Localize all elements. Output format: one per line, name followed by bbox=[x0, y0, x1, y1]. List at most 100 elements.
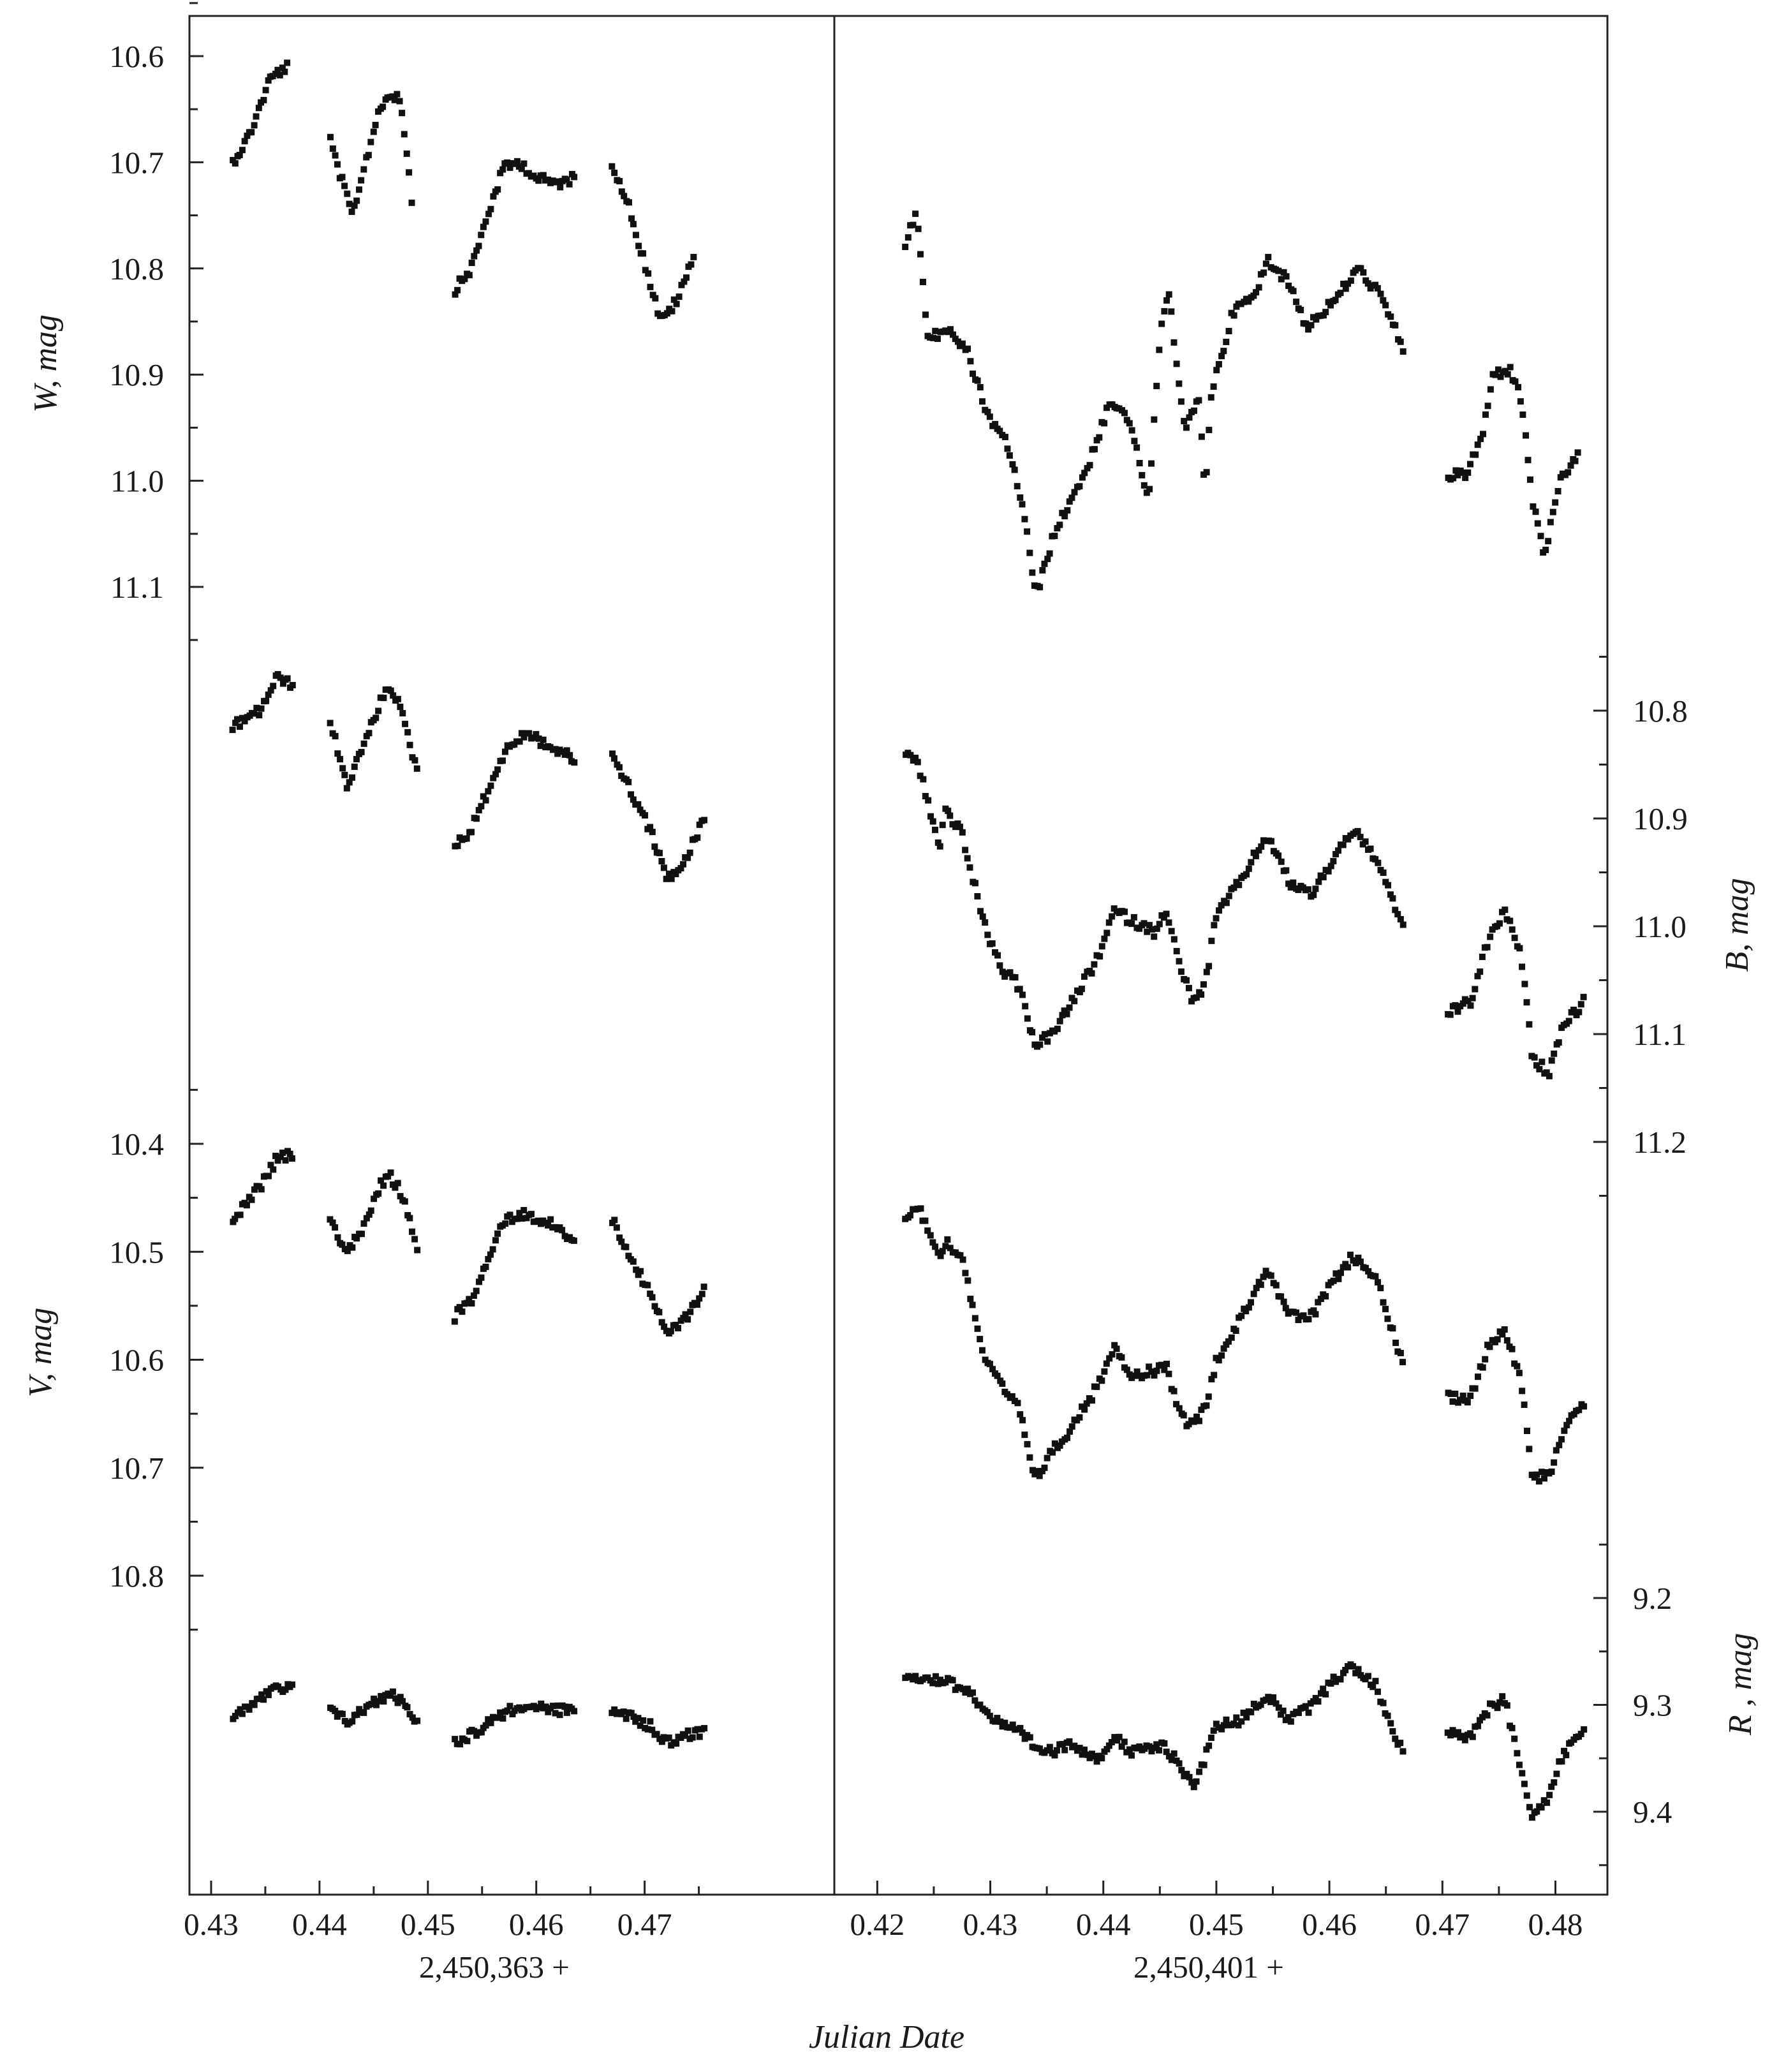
data-point-r bbox=[637, 1722, 644, 1729]
data-point-b bbox=[380, 695, 387, 702]
data-point-v bbox=[1475, 1373, 1482, 1380]
data-point-w bbox=[1313, 316, 1320, 323]
data-point-w bbox=[647, 283, 654, 290]
data-point-v bbox=[1144, 1372, 1151, 1379]
data-point-v bbox=[907, 1212, 914, 1219]
data-point-v bbox=[339, 1241, 346, 1248]
data-point-b bbox=[1096, 953, 1104, 960]
data-point-w bbox=[1387, 313, 1394, 320]
data-point-v bbox=[468, 1300, 475, 1307]
data-point-b bbox=[977, 908, 984, 915]
data-point-r bbox=[545, 1708, 552, 1715]
data-point-v bbox=[1056, 1442, 1063, 1449]
data-point-w bbox=[1452, 467, 1459, 474]
data-point-w bbox=[1011, 466, 1018, 473]
data-point-v bbox=[1158, 1361, 1165, 1368]
data-point-w bbox=[471, 253, 478, 260]
data-point-v bbox=[613, 1224, 620, 1231]
x-tick-label: 0.46 bbox=[509, 1907, 564, 1942]
data-point-r bbox=[1121, 1738, 1128, 1745]
data-point-r bbox=[1220, 1722, 1227, 1729]
data-point-v bbox=[1338, 1269, 1345, 1276]
data-point-r bbox=[1026, 1734, 1033, 1741]
data-point-v bbox=[487, 1251, 494, 1258]
data-point-v bbox=[1008, 1393, 1015, 1400]
data-point-b bbox=[1472, 986, 1479, 993]
data-point-v bbox=[1021, 1432, 1028, 1439]
data-point-r bbox=[1156, 1747, 1163, 1754]
data-point-v bbox=[978, 1347, 985, 1354]
data-point-v bbox=[1322, 1292, 1329, 1299]
data-point-b bbox=[490, 774, 497, 781]
data-point-v bbox=[1563, 1421, 1570, 1428]
data-point-v bbox=[1524, 1427, 1531, 1434]
data-point-b bbox=[1399, 921, 1406, 928]
data-point-b bbox=[630, 796, 637, 803]
data-point-b bbox=[1208, 937, 1215, 944]
data-point-b bbox=[1509, 926, 1516, 933]
data-point-r bbox=[1238, 1718, 1245, 1725]
data-point-b bbox=[1223, 899, 1230, 907]
data-point-b bbox=[1330, 857, 1337, 864]
data-point-b bbox=[533, 730, 540, 737]
data-point-r bbox=[1449, 1727, 1456, 1734]
x-tick-label: 0.47 bbox=[617, 1907, 672, 1942]
data-point-v bbox=[1397, 1350, 1404, 1357]
data-point-v bbox=[637, 1268, 644, 1275]
data-point-r bbox=[239, 1710, 246, 1717]
y-tick-label: 9.3 bbox=[1633, 1688, 1672, 1723]
data-point-b bbox=[1479, 953, 1486, 960]
data-point-b bbox=[473, 815, 480, 822]
data-point-r bbox=[1036, 1745, 1043, 1752]
data-point-r bbox=[1128, 1752, 1135, 1759]
data-point-w bbox=[482, 218, 489, 225]
data-point-v bbox=[327, 1216, 334, 1223]
data-point-v bbox=[1101, 1368, 1108, 1375]
data-point-w bbox=[1104, 404, 1111, 411]
data-point-b bbox=[1392, 907, 1399, 914]
data-point-r bbox=[1081, 1746, 1088, 1753]
data-point-w bbox=[621, 193, 628, 200]
data-point-r bbox=[969, 1689, 976, 1696]
data-point-b bbox=[663, 875, 670, 882]
data-point-w bbox=[1245, 298, 1252, 305]
y-tick-label: 10.4 bbox=[109, 1127, 164, 1162]
data-point-w bbox=[360, 166, 367, 173]
data-point-r bbox=[1091, 1752, 1098, 1759]
data-point-v bbox=[1464, 1399, 1471, 1406]
data-point-b bbox=[1105, 919, 1112, 926]
data-point-r bbox=[1203, 1746, 1210, 1753]
data-point-b bbox=[277, 674, 284, 681]
data-point-w bbox=[279, 64, 286, 71]
data-point-v bbox=[1068, 1423, 1075, 1430]
data-point-v bbox=[380, 1182, 387, 1189]
data-point-v bbox=[1293, 1309, 1300, 1316]
data-point-b bbox=[492, 771, 499, 778]
data-point-r bbox=[263, 1688, 270, 1695]
data-point-r bbox=[929, 1680, 936, 1687]
data-point-b bbox=[1236, 882, 1243, 889]
data-point-w bbox=[339, 174, 346, 181]
data-point-w bbox=[642, 267, 649, 274]
data-point-v bbox=[365, 1211, 373, 1218]
data-point-b bbox=[945, 808, 952, 815]
data-point-v bbox=[982, 1356, 989, 1363]
v-band-axis-label: V, mag bbox=[22, 1308, 59, 1398]
data-point-b bbox=[1059, 1012, 1066, 1019]
data-point-v bbox=[1044, 1454, 1051, 1462]
data-point-w bbox=[490, 193, 497, 200]
data-point-v bbox=[409, 1228, 416, 1235]
data-point-r bbox=[1240, 1709, 1247, 1716]
data-point-b bbox=[404, 729, 411, 736]
data-point-w bbox=[401, 131, 408, 138]
data-point-v bbox=[1355, 1254, 1362, 1261]
data-point-b bbox=[1243, 871, 1250, 878]
data-point-r bbox=[1516, 1761, 1523, 1768]
data-point-b bbox=[628, 791, 635, 798]
data-point-w bbox=[461, 276, 468, 283]
data-point-b bbox=[1039, 1034, 1046, 1041]
data-point-r bbox=[506, 1703, 513, 1710]
data-point-b bbox=[229, 727, 236, 734]
data-point-v bbox=[1153, 1367, 1160, 1374]
data-point-v bbox=[1111, 1342, 1118, 1349]
